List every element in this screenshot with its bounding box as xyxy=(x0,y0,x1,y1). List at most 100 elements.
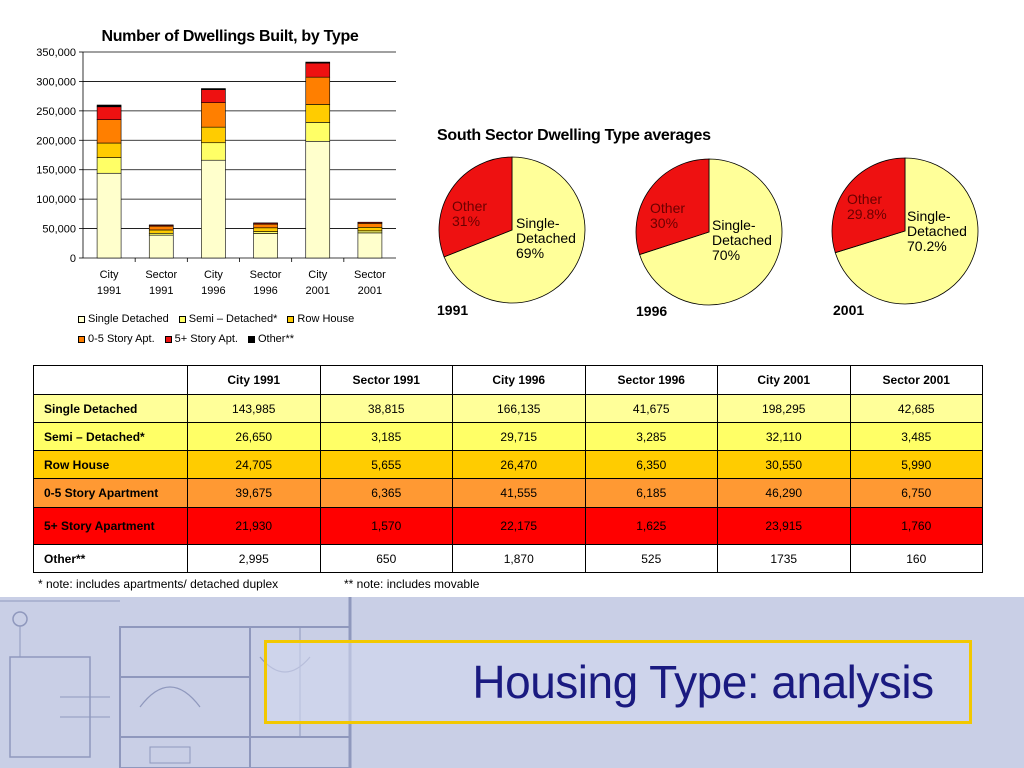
x-tick-label: Sector xyxy=(145,269,177,281)
table-row: Semi – Detached* 26,650 3,185 29,715 3,285 32… xyxy=(33,422,983,451)
table-row-label: Semi – Detached* xyxy=(33,422,188,451)
legend-swatch xyxy=(178,315,186,323)
y-tick-label: 50,000 xyxy=(42,224,76,236)
bar-segment-single-detached xyxy=(357,232,383,259)
pie-slice-single-detached xyxy=(443,156,586,304)
table-cell: 3,285 xyxy=(584,422,718,451)
pie-1996 xyxy=(635,158,783,306)
table-cell: 3,485 xyxy=(849,422,983,451)
table-cell: 3,185 xyxy=(319,422,453,451)
table-cell: 1,870 xyxy=(452,544,586,573)
table-cell: 26,650 xyxy=(187,422,321,451)
table-header-cell: City 2001 xyxy=(717,365,851,395)
table-row-label: Single Detached xyxy=(33,394,188,423)
bar-segment-other xyxy=(96,104,122,108)
pie-year-label: 1991 xyxy=(437,302,469,318)
x-tick-label: City xyxy=(204,269,223,281)
y-tick-label: 250,000 xyxy=(36,106,76,118)
table-cell: 5,990 xyxy=(849,450,983,479)
table-row-label: Other** xyxy=(33,544,188,573)
x-tick-label: City xyxy=(100,269,119,281)
bar-segment-single-detached xyxy=(201,159,226,259)
pie-charts-title: South Sector Dwelling Type averages xyxy=(437,127,711,144)
pie-1991 xyxy=(438,156,586,304)
x-tick-label: 1996 xyxy=(253,285,277,297)
legend-item-story-0-5: 0-5 Story Apt. xyxy=(78,333,155,345)
pie-label-other: Other 30% xyxy=(650,200,686,231)
x-tick-label: City xyxy=(308,269,327,281)
table-row: 5+ Story Apartment 21,930 1,570 22,175 1,625… xyxy=(33,507,983,545)
x-tick-label: 1991 xyxy=(97,285,121,297)
pie-label-single-detached: Single- Detached 70.2% xyxy=(907,208,967,254)
y-tick-label: 150,000 xyxy=(36,165,76,177)
bar-segment-single-detached xyxy=(305,140,331,259)
table-header-cell: City 1991 xyxy=(187,365,321,395)
table-row-label: 0-5 Story Apartment xyxy=(33,478,188,508)
legend-swatch xyxy=(287,315,295,323)
pie-year-label: 2001 xyxy=(833,302,865,318)
bar-chart-legend: Single Detached Semi – Detached* Row House… xyxy=(78,309,408,349)
table-cell: 21,930 xyxy=(187,507,321,545)
pie-label-single-detached: Single- Detached 70% xyxy=(712,217,772,263)
legend-item-story-5-plus: 5+ Story Apt. xyxy=(164,333,238,345)
note-other: ** note: includes movable xyxy=(344,577,480,591)
table-cell: 30,550 xyxy=(717,450,851,479)
table-cell: 6,365 xyxy=(319,478,453,508)
table-cell: 22,175 xyxy=(452,507,586,545)
pie-slice-other xyxy=(635,158,710,256)
table-cell: 2,995 xyxy=(187,544,321,573)
table-cell: 41,555 xyxy=(452,478,586,508)
stacked-bar-chart: 0 50,000 100,000 150,000 200,000 250,000 300,0… xyxy=(36,47,396,297)
bar-segment-other xyxy=(201,88,226,90)
table-cell: 6,350 xyxy=(584,450,718,479)
table-cell: 32,110 xyxy=(717,422,851,451)
pie-label-other: Other 31% xyxy=(452,198,488,229)
x-tick-label: Sector xyxy=(250,269,282,281)
y-tick-label: 200,000 xyxy=(36,135,76,147)
pie-slice-single-detached xyxy=(639,158,783,306)
x-tick-label: 1991 xyxy=(149,285,173,297)
table-cell: 6,185 xyxy=(584,478,718,508)
table-cell: 143,985 xyxy=(187,394,321,423)
table-cell: 29,715 xyxy=(452,422,586,451)
legend-label: Single Detached xyxy=(88,313,169,325)
legend-label: 0-5 Story Apt. xyxy=(88,333,155,345)
x-tick-label: Sector xyxy=(354,269,386,281)
legend-label: Semi – Detached* xyxy=(188,313,278,325)
table-row-label: 5+ Story Apartment xyxy=(33,507,188,545)
legend-item-other: Other** xyxy=(247,333,295,345)
table-row: Row House 24,705 5,655 26,470 6,350 30,550 5,9… xyxy=(33,450,983,479)
table-cell: 525 xyxy=(584,544,718,573)
table-header-cell: Sector 1996 xyxy=(584,365,718,395)
table-cell: 39,675 xyxy=(187,478,321,508)
legend-swatch xyxy=(247,335,255,343)
table-cell: 166,135 xyxy=(452,394,586,423)
table-cell: 6,750 xyxy=(849,478,983,508)
table-cell: 1735 xyxy=(717,544,851,573)
table-cell: 26,470 xyxy=(452,450,586,479)
legend-label: Other** xyxy=(257,333,295,345)
note-semi-detached: * note: includes apartments/ detached du… xyxy=(38,577,279,591)
table-cell: 1,625 xyxy=(584,507,718,545)
legend-label: Row House xyxy=(297,313,355,325)
table-cell: 41,675 xyxy=(584,394,718,423)
table-cell: 5,655 xyxy=(319,450,453,479)
pie-year-label: 1996 xyxy=(636,303,668,319)
x-tick-label: 2001 xyxy=(306,285,330,297)
x-tick-label: 1996 xyxy=(201,285,225,297)
x-tick-label: 2001 xyxy=(358,285,382,297)
bar-chart-title: Number of Dwellings Built, by Type xyxy=(101,28,359,45)
y-tick-label: 350,000 xyxy=(36,47,76,59)
legend-item-single-detached: Single Detached xyxy=(78,313,169,325)
y-tick-label: 0 xyxy=(70,253,76,265)
table-cell: 42,685 xyxy=(849,394,983,423)
bar-segment-single-detached xyxy=(96,172,122,259)
table-cell: 38,815 xyxy=(319,394,453,423)
dwellings-table: City 1991 Sector 1991 City 1996 Sector 1996… xyxy=(33,365,983,573)
pie-2001 xyxy=(831,157,979,305)
y-tick-label: 300,000 xyxy=(36,76,76,88)
slide-title: Housing Type: analysis xyxy=(472,656,934,708)
table-cell: 23,915 xyxy=(717,507,851,545)
table-cell: 24,705 xyxy=(187,450,321,479)
pie-label-other: Other 29.8% xyxy=(847,191,887,222)
